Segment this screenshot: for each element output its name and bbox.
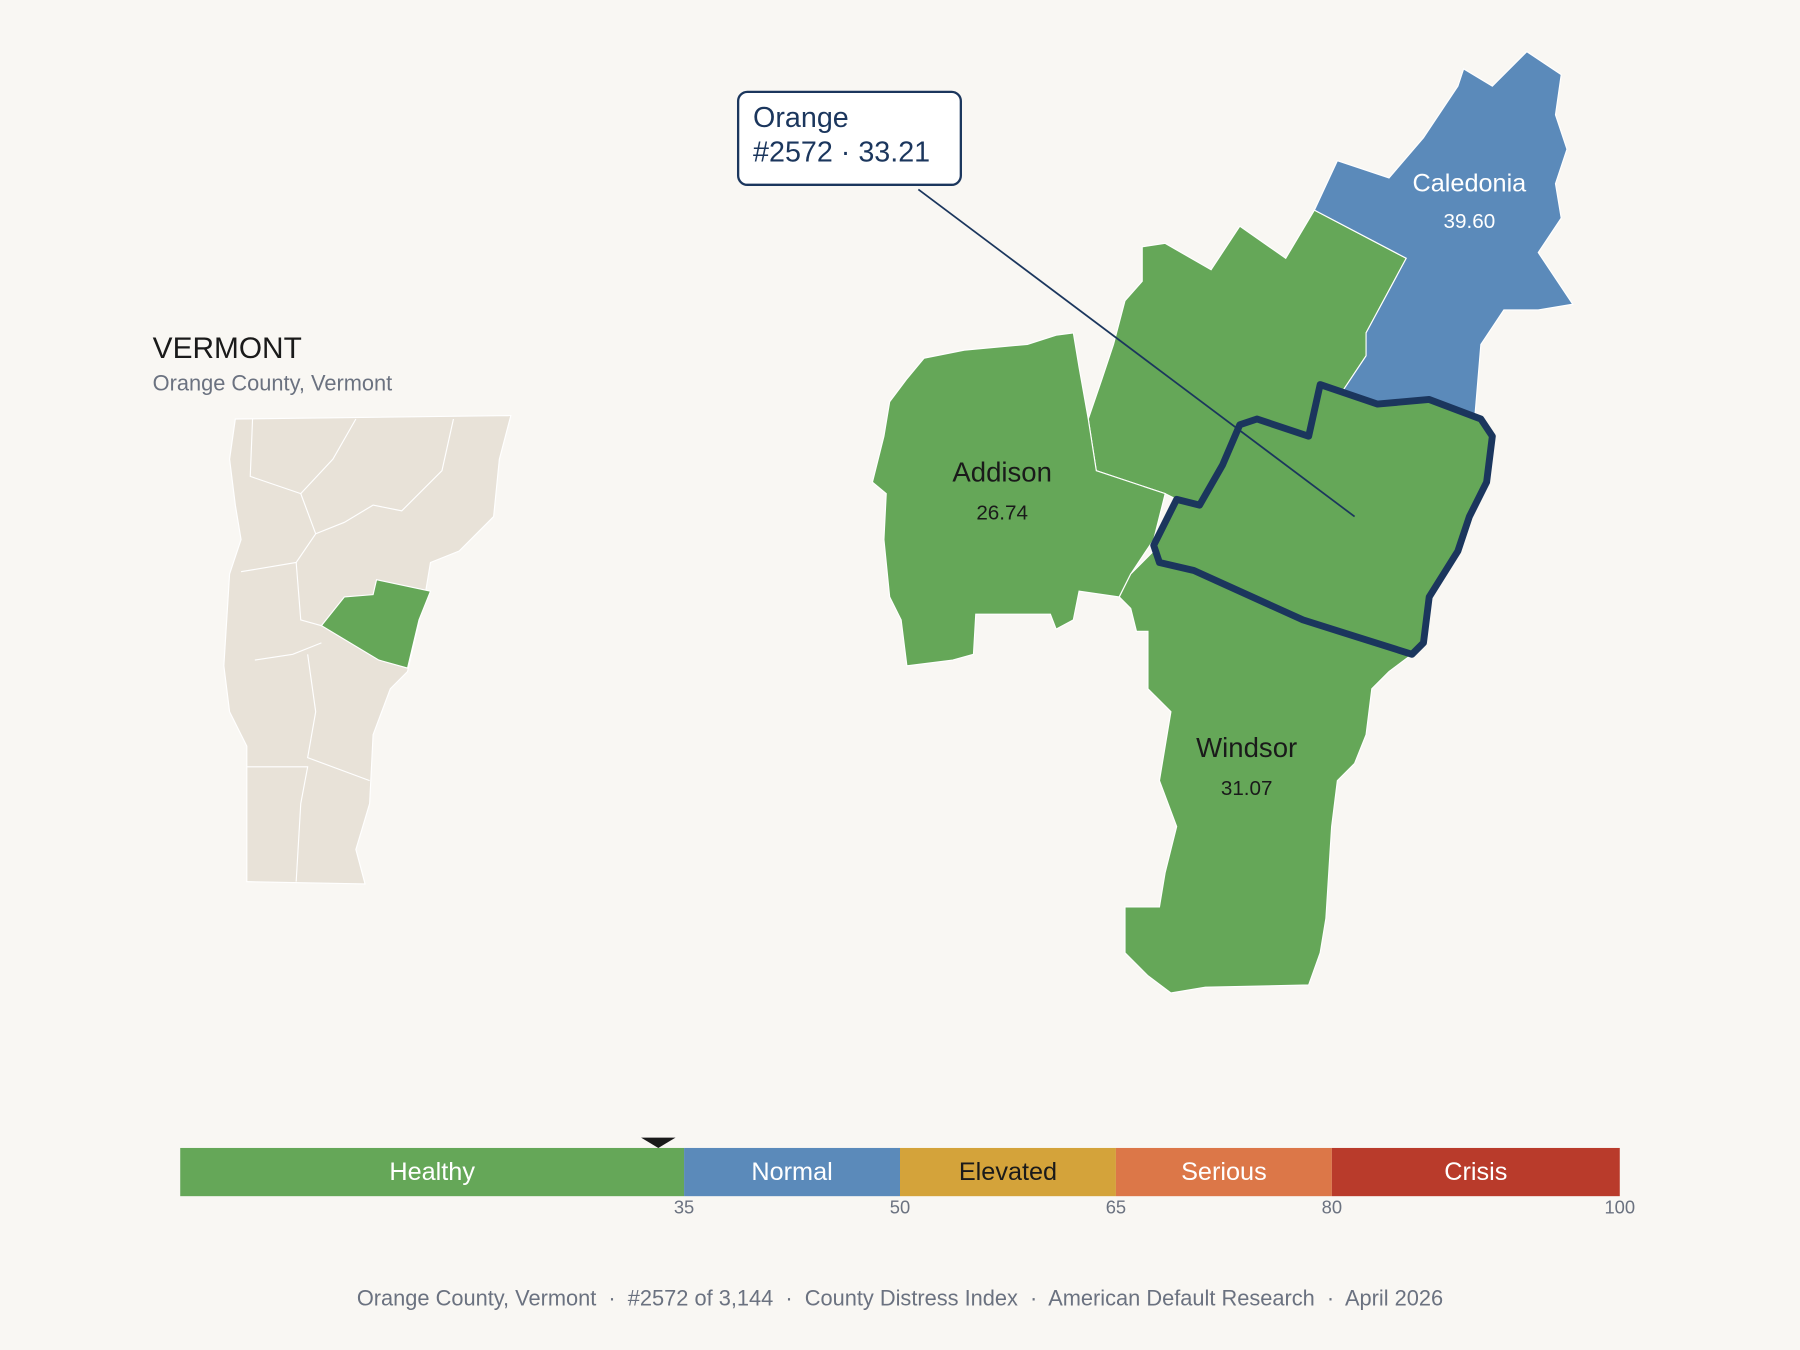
scale-tick-label: 100 <box>1604 1197 1635 1218</box>
inset-county-lines <box>240 418 455 882</box>
scale-band <box>900 1147 1116 1197</box>
scale-band-label: Healthy <box>389 1158 475 1186</box>
inset-line <box>295 562 322 627</box>
title: VERMONT <box>153 332 302 365</box>
county-value: 26.74 <box>976 502 1028 525</box>
scale-tick-label: 65 <box>1106 1197 1126 1218</box>
inset-line <box>254 642 322 661</box>
scale-band-label: Normal <box>751 1158 832 1186</box>
scale-band-label: Serious <box>1181 1158 1267 1186</box>
inset-line <box>246 766 309 882</box>
scale-band <box>1331 1147 1620 1197</box>
scale-tick-label: 80 <box>1322 1197 1342 1218</box>
county-value: 31.07 <box>1221 777 1273 800</box>
scale-band-label: Elevated <box>959 1158 1057 1186</box>
callout-detail: #2572 · 33.21 <box>753 136 930 168</box>
score-marker <box>641 1137 676 1148</box>
callout-leader <box>917 188 1356 518</box>
county-shape[interactable] <box>1118 550 1414 994</box>
subtitle: Orange County, Vermont <box>153 370 392 395</box>
scale-band <box>180 1147 685 1197</box>
county-value: 39.60 <box>1444 210 1496 233</box>
scale-band <box>684 1147 900 1197</box>
callout-box <box>736 90 962 186</box>
scale-bar: Healthy 35 Normal 50 Elevated 65 Serious 80 Cris… <box>180 1137 1635 1218</box>
inset-highlight <box>320 579 432 669</box>
callout-name: Orange <box>753 102 849 134</box>
scale-tick-label: 35 <box>674 1197 694 1218</box>
scale-band-label: Crisis <box>1444 1158 1507 1186</box>
county-shape[interactable] <box>871 332 1166 667</box>
footer: Orange County, Vermont · #2572 of 3,144 … <box>357 1285 1443 1310</box>
focus-county[interactable] <box>1150 381 1496 658</box>
county-name: Caledonia <box>1413 169 1528 197</box>
scale-tick-label: 50 <box>890 1197 910 1218</box>
county-name: Addison <box>952 456 1052 487</box>
county-name: Windsor <box>1196 732 1297 763</box>
scale-band <box>1115 1147 1332 1197</box>
inset-line <box>307 654 370 782</box>
